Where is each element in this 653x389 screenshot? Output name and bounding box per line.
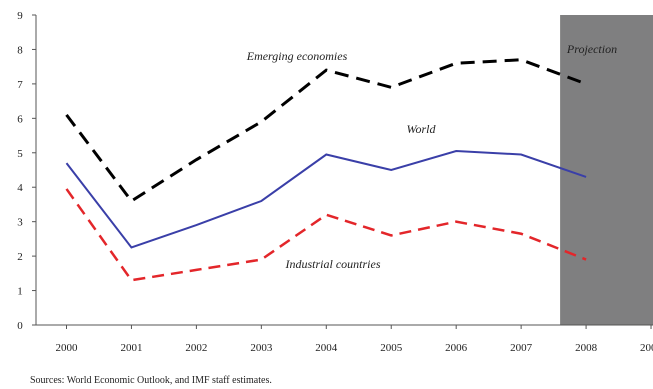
y-tick-label: 3 [17, 217, 23, 229]
series-line-emerging-economies [65, 58, 587, 204]
y-tick-label: 6 [17, 113, 23, 125]
series-line-world [65, 150, 587, 249]
y-tick-label: 7 [17, 79, 23, 91]
x-tick-label: 2008 [575, 342, 598, 354]
x-tick-label: 2001 [120, 342, 142, 354]
series-line-industrial-countries [65, 188, 587, 282]
projection-band [560, 15, 653, 325]
series-label-world: World [407, 122, 437, 136]
x-tick-label: 2004 [315, 342, 338, 354]
y-tick-label: 0 [17, 320, 23, 332]
y-tick-label: 5 [17, 148, 23, 160]
y-tick-label: 9 [17, 10, 23, 22]
x-tick-label: 2000 [56, 342, 79, 354]
x-tick-label: 2002 [185, 342, 207, 354]
source-note: Sources: World Economic Outlook, and IMF… [30, 375, 272, 386]
y-tick-label: 2 [17, 251, 23, 263]
x-tick-label: 2005 [380, 342, 403, 354]
x-tick-label: 2003 [250, 342, 273, 354]
y-tick-label: 4 [17, 182, 23, 194]
x-ticks: 2000 2001 2002 2003 2004 2005 2006 2007 2008 2009 [56, 325, 653, 354]
projection-label: Projection [566, 42, 617, 56]
x-tick-label: 2007 [510, 342, 533, 354]
x-tick-label: 2006 [445, 342, 468, 354]
y-tick-label: 8 [17, 44, 23, 56]
y-ticks: 0 1 2 3 4 5 6 7 8 9 [17, 10, 36, 332]
x-tick-label: 2009 [640, 342, 653, 354]
y-tick-label: 1 [17, 286, 23, 298]
series-label-industrial-countries: Industrial countries [285, 257, 381, 271]
series-lines [65, 58, 587, 282]
series-label-emerging-economies: Emerging economies [246, 49, 348, 63]
